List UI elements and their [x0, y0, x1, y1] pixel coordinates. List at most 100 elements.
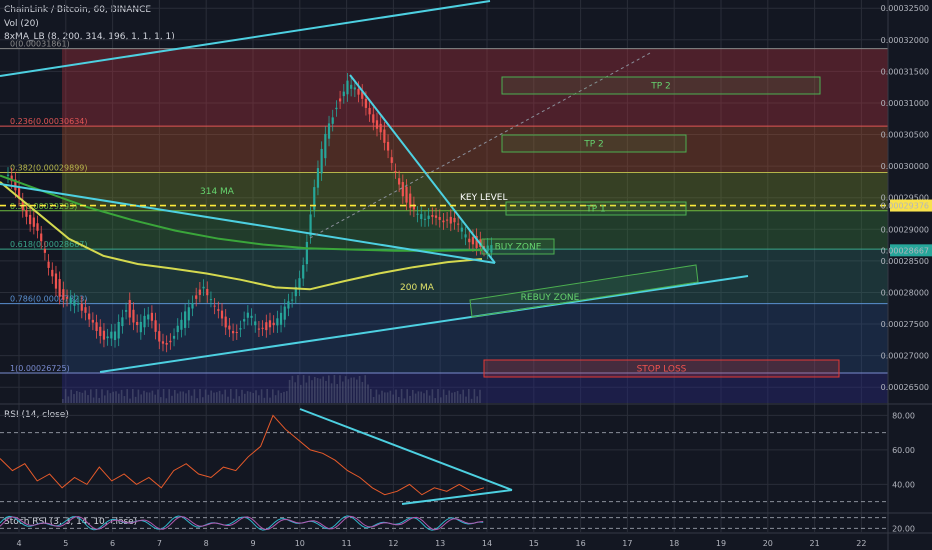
candle-body: [368, 107, 371, 115]
candle-body: [302, 265, 305, 279]
fib-level-label: 0(0.00031861): [10, 40, 70, 49]
ma314-line: [0, 174, 483, 252]
candle-body: [379, 123, 382, 133]
volume-bar: [462, 389, 464, 403]
volume-bar: [90, 389, 92, 403]
buy-zone-label: BUY ZONE: [495, 243, 542, 253]
candle-body: [486, 245, 489, 252]
volume-bar: [258, 395, 260, 403]
volume-bar: [221, 394, 224, 403]
volume-bar: [451, 392, 453, 403]
candle-body: [209, 299, 213, 301]
volume-bar: [81, 392, 84, 403]
candle-body: [490, 245, 493, 253]
volume-bar: [174, 390, 176, 403]
candle-body: [438, 216, 441, 220]
candle-body: [69, 297, 72, 304]
candle-body: [272, 322, 275, 326]
price-tick-label: 0.00028500: [881, 257, 929, 266]
volume-bar: [185, 393, 187, 403]
volume-bar: [431, 389, 434, 403]
volume-bar: [129, 398, 131, 403]
candle-body: [172, 335, 176, 339]
volume-bar: [204, 389, 207, 403]
candle-body: [401, 182, 404, 197]
fib-level-label: 0.786(0.00027823): [10, 295, 88, 304]
volume-bar: [316, 378, 319, 403]
trendline-lower-support: [99, 275, 749, 373]
candle-body: [250, 315, 253, 318]
volume-bar: [269, 397, 271, 403]
candle-body: [184, 311, 187, 328]
volume-bar: [210, 390, 212, 403]
candle-body: [338, 98, 342, 102]
price-tick-label: 0.00032500: [881, 4, 929, 13]
volume-bar: [165, 398, 168, 403]
fib-level-label: 0.618(0.00028687): [10, 240, 88, 249]
ma200-label: 200 MA: [400, 283, 435, 293]
volume-bar: [213, 392, 215, 403]
volume-bar: [134, 396, 137, 403]
volume-bar: [272, 389, 274, 403]
candle-body: [471, 237, 475, 245]
fib-band: [62, 249, 888, 304]
volume-bar: [448, 390, 450, 403]
candle-body: [102, 330, 106, 340]
candle-body: [268, 320, 272, 328]
key-level-label: KEY LEVEL: [460, 193, 508, 203]
candle-body: [198, 289, 201, 295]
candle-body: [298, 278, 301, 289]
volume-bar: [325, 380, 327, 403]
candle-body: [195, 295, 198, 299]
price-tick-label: 0.00029000: [881, 225, 929, 234]
volume-bar: [400, 389, 403, 403]
volume-bar: [364, 375, 366, 403]
stop-loss-zone-label: STOP LOSS: [637, 365, 687, 375]
volume-bar: [151, 390, 154, 403]
candle-body: [58, 279, 61, 297]
time-tick-label: 9: [250, 539, 255, 548]
volume-bar: [384, 392, 386, 403]
time-tick-label: 13: [435, 539, 445, 548]
candle-body: [449, 216, 452, 224]
volume-bar: [112, 391, 114, 403]
candle-body: [180, 319, 183, 330]
volume-bar: [465, 396, 467, 403]
last-price-label: 0.00028667: [881, 246, 929, 255]
candle-body: [6, 174, 10, 176]
volume-bar: [115, 391, 117, 403]
fib-band: [62, 126, 888, 173]
fib-band: [62, 172, 888, 211]
volume-bar: [238, 396, 240, 403]
candle-body: [279, 312, 283, 325]
candle-body: [243, 319, 246, 322]
time-tick-label: 15: [529, 539, 539, 548]
candle-body: [331, 117, 334, 124]
volume-bar: [140, 394, 142, 403]
candle-body: [309, 214, 312, 237]
volume-bar: [143, 390, 145, 403]
volume-bar: [70, 389, 72, 403]
candle-body: [294, 286, 297, 297]
rsi-tick-label: 60.00: [892, 446, 915, 455]
volume-bar: [190, 395, 193, 403]
candle-body: [43, 248, 46, 253]
volume-bar: [445, 394, 448, 403]
candle-body: [158, 331, 161, 342]
volume-bar: [300, 384, 302, 403]
volume-bar: [168, 389, 170, 403]
volume-bar: [235, 389, 238, 403]
volume-bar: [109, 393, 112, 403]
candle-body: [287, 301, 290, 309]
candle-body: [316, 168, 320, 188]
volume-bar: [199, 389, 201, 403]
candle-body: [36, 223, 39, 231]
volume-bar: [302, 375, 305, 403]
volume-bar: [277, 390, 280, 403]
volume-bar: [232, 398, 235, 403]
volume-bar: [311, 380, 313, 403]
volume-bar: [378, 394, 380, 403]
volume-bar: [308, 375, 310, 403]
volume-bar: [314, 376, 316, 403]
